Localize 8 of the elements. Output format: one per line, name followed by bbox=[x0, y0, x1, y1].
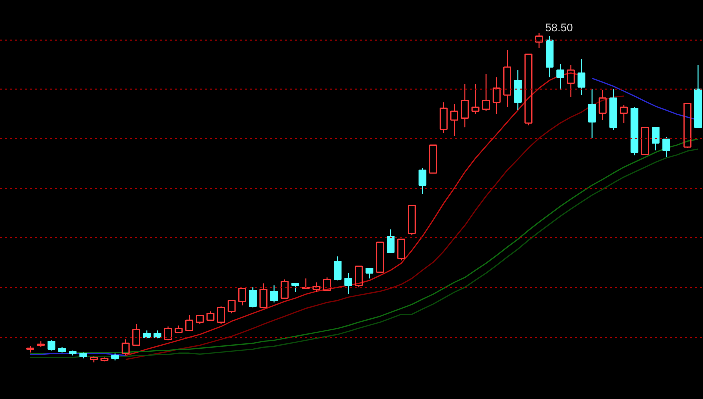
candlestick bbox=[556, 64, 564, 91]
candlestick bbox=[461, 84, 470, 128]
candlestick bbox=[504, 50, 512, 108]
annotation: 58.50 bbox=[546, 22, 574, 34]
candlestick bbox=[492, 77, 501, 115]
candlestick bbox=[588, 88, 596, 139]
candlestick bbox=[514, 70, 522, 111]
candlestick bbox=[450, 104, 458, 137]
